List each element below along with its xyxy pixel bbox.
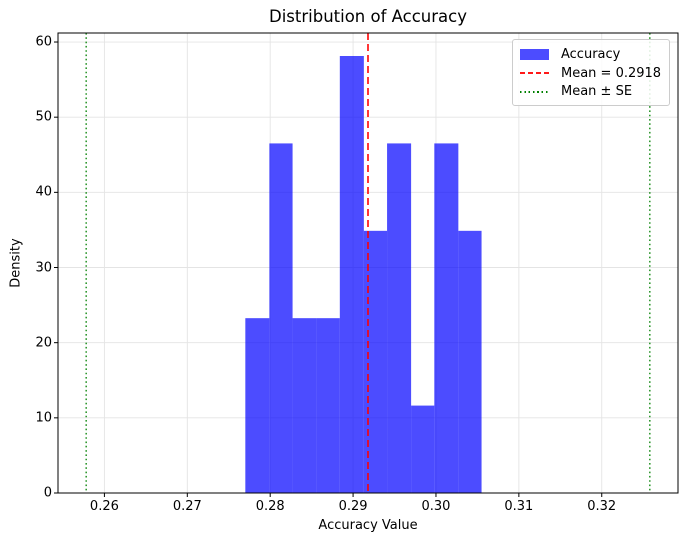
y-tick-label: 30 <box>35 260 52 275</box>
legend-item-mean-se: Mean ± SE <box>520 83 661 100</box>
x-tick-label: 0.28 <box>255 499 285 514</box>
y-tick-label: 50 <box>35 109 52 125</box>
x-tick-label: 0.26 <box>89 499 119 514</box>
accuracy-patch-swatch <box>520 49 549 60</box>
y-axis-label: Density <box>8 238 24 288</box>
x-tick-label: 0.30 <box>421 499 451 514</box>
histogram-bar <box>316 318 340 493</box>
histogram-bar <box>411 405 435 493</box>
chart-title: Distribution of Accuracy <box>269 7 467 26</box>
legend-item-label: Mean = 0.2918 <box>561 65 662 81</box>
x-tick-label: 0.31 <box>504 499 534 514</box>
legend-item-label: Accuracy <box>561 47 621 62</box>
legend-item-mean: Mean = 0.2918 <box>520 65 661 82</box>
x-tick-label: 0.32 <box>587 499 617 514</box>
legend-item-label: Mean ± SE <box>561 84 633 99</box>
y-tick-label: 20 <box>35 335 52 351</box>
histogram-bar <box>339 56 364 493</box>
x-axis-label: Accuracy Value <box>318 518 418 533</box>
x-tick-label: 0.27 <box>172 499 202 514</box>
x-tick-label: 0.29 <box>338 499 368 514</box>
histogram-bar <box>292 318 317 493</box>
histogram-bar <box>387 143 412 493</box>
y-tick-label: 10 <box>35 410 52 426</box>
y-tick-label: 0 <box>43 485 52 501</box>
histogram-bar <box>434 143 459 493</box>
y-tick-label: 60 <box>35 34 52 50</box>
axes-frame <box>57 32 679 494</box>
histogram-bar <box>363 230 388 493</box>
histogram-bar <box>269 143 293 493</box>
histogram-bar <box>245 318 270 493</box>
legend: Accuracy Mean = 0.2918 Mean ± SE <box>512 39 670 106</box>
mean-se-dotted-line-swatch <box>520 90 549 93</box>
legend-item-accuracy: Accuracy <box>520 46 661 63</box>
histogram-bar <box>458 230 482 493</box>
y-tick-label: 40 <box>35 184 52 200</box>
mean-dashed-line-swatch <box>520 72 549 74</box>
